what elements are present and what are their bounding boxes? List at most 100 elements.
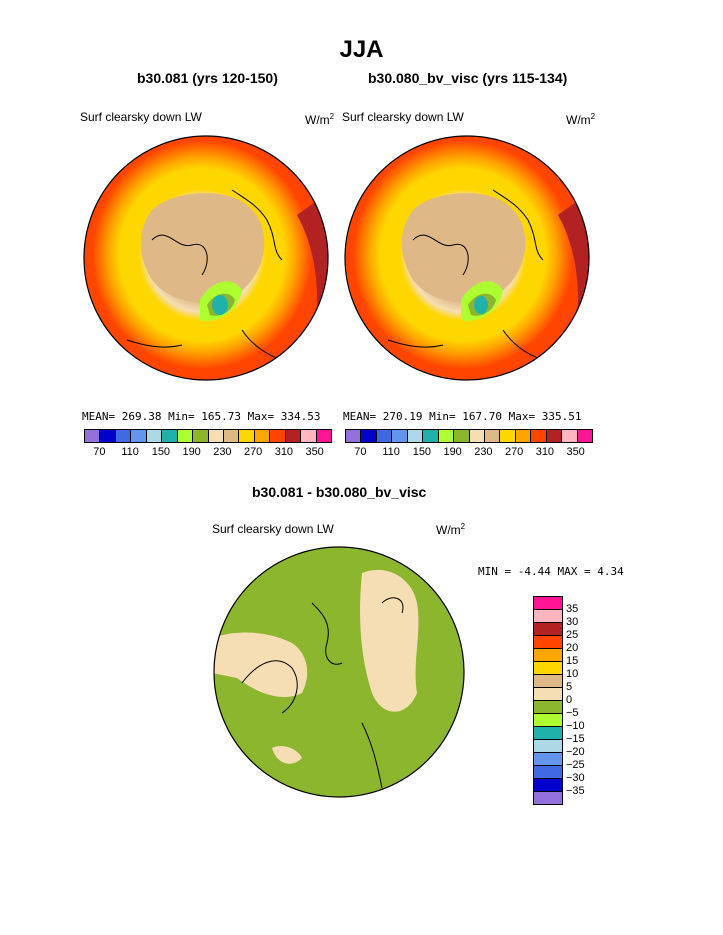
colorbar-tick-label: 270 — [243, 446, 263, 458]
difference-colorbar — [533, 596, 563, 805]
colorbar-tick-label: 25 — [566, 629, 579, 641]
colorbar-swatch — [577, 430, 592, 442]
colorbar-tick-label: 70 — [354, 446, 367, 458]
colorbar-swatch — [454, 430, 470, 442]
colorbar-swatch — [534, 753, 562, 766]
colorbar-swatch — [534, 727, 562, 740]
difference-positive-region — [272, 746, 302, 764]
page-title: JJA — [339, 36, 384, 63]
difference-coastline — [381, 597, 404, 614]
left-panel-title: b30.081 (yrs 120-150) — [137, 70, 278, 86]
colorbar-tick-label: 15 — [566, 655, 579, 667]
difference-title: b30.081 - b30.080_bv_visc — [252, 484, 427, 500]
colorbar-tick-label: 310 — [274, 446, 294, 458]
colorbar-tick-label: 110 — [382, 446, 400, 458]
left-polar-map — [83, 135, 329, 381]
left-coastline — [151, 234, 208, 276]
colorbar-swatch — [534, 623, 562, 636]
colorbar-tick-label: 5 — [566, 681, 573, 693]
left-colorbar — [84, 429, 332, 443]
right-panel-title: b30.080_bv_visc (yrs 115-134) — [368, 70, 568, 86]
right-arctic-region — [401, 193, 526, 303]
left-map-border — [83, 135, 329, 381]
difference-stats: MIN = -4.44 MAX = 4.34 — [478, 565, 624, 578]
left-pink-patch — [312, 337, 328, 353]
colorbar-swatch — [534, 740, 562, 753]
difference-coastline — [241, 660, 298, 714]
left-stats: MEAN= 269.38 Min= 165.73 Max= 334.53 — [82, 410, 321, 423]
colorbar-swatch — [285, 430, 302, 442]
colorbar-tick-label: 110 — [121, 446, 139, 458]
right-colorbar-ticks: 70 110 150 190 230 270 310 350 — [345, 446, 591, 460]
colorbar-tick-label: 350 — [566, 446, 585, 458]
colorbar-swatch — [301, 430, 317, 442]
colorbar-tick-label: 150 — [151, 446, 171, 458]
colorbar-swatch — [423, 430, 439, 442]
colorbar-tick-label: 70 — [93, 446, 106, 458]
left-variable-label: Surf clearsky down LW — [80, 110, 202, 124]
right-greenland-core — [474, 296, 488, 314]
right-coastline — [387, 339, 444, 348]
colorbar-tick-label: 230 — [213, 446, 232, 458]
colorbar-tick-label: 10 — [566, 668, 579, 680]
colorbar-tick-label: 190 — [443, 446, 462, 458]
colorbar-swatch — [146, 430, 163, 442]
colorbar-swatch — [531, 430, 547, 442]
colorbar-swatch — [534, 649, 562, 662]
colorbar-tick-label: −10 — [566, 720, 585, 732]
colorbar-tick-label: 230 — [474, 446, 493, 458]
colorbar-tick-label: 150 — [412, 446, 432, 458]
colorbar-swatch — [223, 430, 240, 442]
colorbar-swatch — [515, 430, 532, 442]
colorbar-tick-label: 270 — [504, 446, 524, 458]
colorbar-swatch — [534, 714, 562, 727]
left-arctic-region — [140, 193, 265, 303]
colorbar-swatch — [239, 430, 255, 442]
colorbar-swatch — [469, 430, 485, 442]
colorbar-swatch — [100, 430, 116, 442]
colorbar-tick-label: 35 — [566, 603, 579, 615]
right-colorbar — [345, 429, 593, 443]
colorbar-tick-label: 350 — [305, 446, 324, 458]
colorbar-swatch — [131, 430, 147, 442]
colorbar-swatch — [316, 430, 331, 442]
colorbar-swatch — [484, 430, 501, 442]
right-polar-map — [344, 135, 590, 381]
colorbar-swatch — [254, 430, 271, 442]
colorbar-swatch — [534, 662, 562, 675]
colorbar-swatch — [407, 430, 424, 442]
right-coastline — [412, 234, 469, 276]
colorbar-swatch — [534, 610, 562, 623]
left-coastline — [231, 189, 283, 261]
difference-units: W/m2 — [436, 522, 466, 537]
colorbar-swatch — [115, 430, 132, 442]
left-coastline — [126, 339, 183, 348]
colorbar-swatch — [534, 766, 562, 779]
colorbar-tick-label: −20 — [566, 746, 585, 758]
right-variable-label: Surf clearsky down LW — [342, 110, 464, 124]
colorbar-swatch — [193, 430, 209, 442]
colorbar-tick-label: 0 — [566, 694, 573, 706]
difference-positive-region — [360, 569, 419, 712]
colorbar-tick-label: 30 — [566, 616, 579, 628]
right-pink-patch — [573, 337, 589, 353]
difference-coastline — [311, 602, 343, 665]
difference-map-border — [213, 546, 465, 798]
colorbar-tick-label: 190 — [182, 446, 201, 458]
colorbar-swatch — [438, 430, 455, 442]
colorbar-swatch — [177, 430, 194, 442]
colorbar-swatch — [208, 430, 224, 442]
colorbar-swatch — [162, 430, 178, 442]
colorbar-tick-label: −25 — [566, 759, 585, 771]
colorbar-swatch — [346, 430, 362, 442]
left-colorbar-ticks: 70 110 150 190 230 270 310 350 — [84, 446, 330, 460]
difference-polar-map — [213, 546, 465, 798]
left-greenland-core — [212, 295, 228, 315]
colorbar-swatch — [534, 701, 562, 714]
colorbar-swatch — [361, 430, 377, 442]
colorbar-swatch — [534, 688, 562, 701]
right-units: W/m2 — [566, 112, 596, 127]
right-stats: MEAN= 270.19 Min= 167.70 Max= 335.51 — [343, 410, 582, 423]
colorbar-tick-label: 20 — [566, 642, 579, 654]
difference-coastline — [361, 722, 383, 789]
